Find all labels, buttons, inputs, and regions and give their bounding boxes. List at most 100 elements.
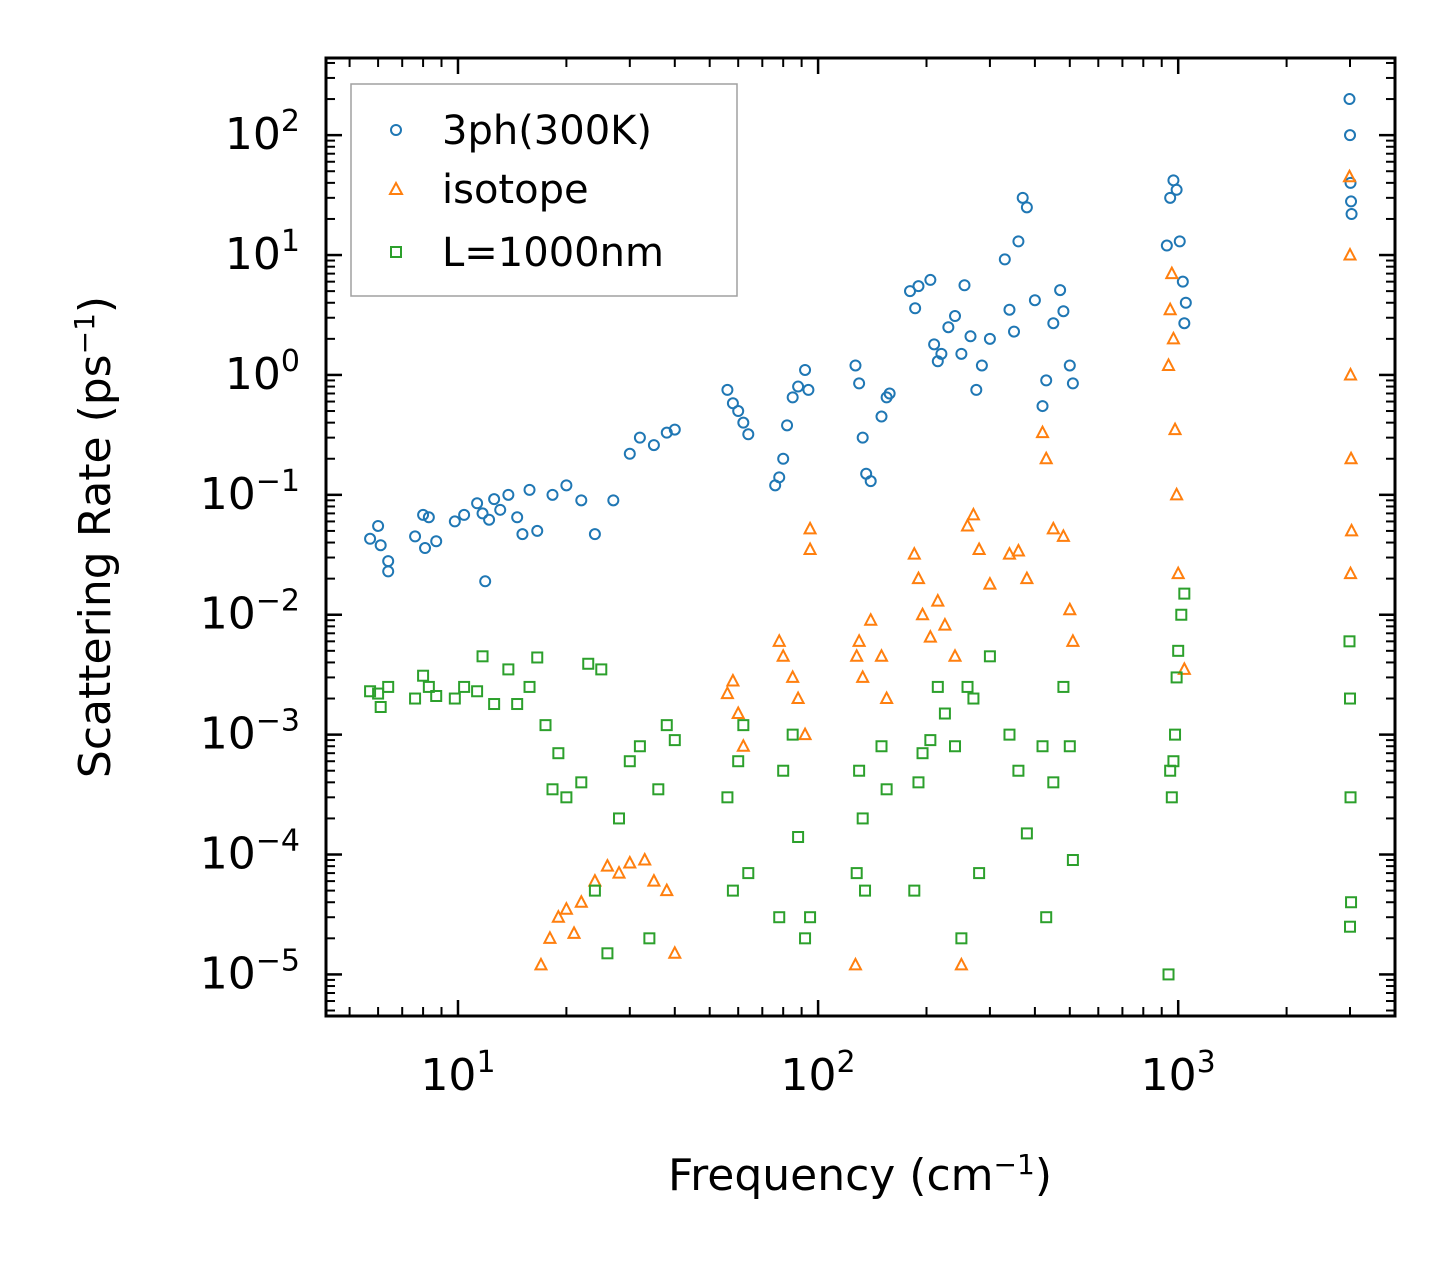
data-point xyxy=(1164,191,1177,204)
data-point xyxy=(1345,207,1358,220)
y-tick-label: 10−4 xyxy=(200,824,300,880)
data-point xyxy=(1170,183,1183,196)
plot-frame xyxy=(324,56,1397,1018)
data-point xyxy=(1020,827,1033,840)
data-point xyxy=(781,419,794,432)
data-point xyxy=(646,872,662,887)
x-tick-label: 103 xyxy=(1141,1045,1216,1101)
data-point xyxy=(907,546,922,560)
data-point xyxy=(1177,661,1192,675)
data-point xyxy=(511,511,524,524)
data-point xyxy=(777,764,790,777)
data-point xyxy=(1036,740,1049,753)
data-point xyxy=(924,734,937,747)
data-point xyxy=(566,925,582,939)
data-point xyxy=(659,882,674,897)
data-point xyxy=(633,740,646,753)
data-point xyxy=(523,680,536,693)
data-point xyxy=(1047,776,1060,789)
data-point xyxy=(516,528,529,541)
data-point xyxy=(773,471,786,484)
data-point xyxy=(883,387,896,400)
data-point xyxy=(372,687,385,700)
data-point xyxy=(471,497,484,510)
data-point xyxy=(802,541,818,556)
data-point xyxy=(611,864,627,879)
data-point xyxy=(476,650,489,663)
data-point xyxy=(374,539,387,552)
data-point xyxy=(476,507,489,520)
data-point xyxy=(372,519,385,532)
data-point xyxy=(983,650,996,663)
data-point xyxy=(859,884,872,897)
data-point xyxy=(908,884,921,897)
data-point xyxy=(998,253,1011,266)
data-point xyxy=(726,884,739,897)
legend-label-isotope: isotope xyxy=(442,167,589,213)
data-point xyxy=(417,508,430,521)
data-point xyxy=(938,707,951,720)
data-point xyxy=(479,575,492,588)
data-point xyxy=(667,945,682,959)
data-point xyxy=(725,672,741,687)
data-point xyxy=(668,423,681,436)
data-point xyxy=(1008,325,1021,338)
data-point xyxy=(1342,246,1358,261)
data-point xyxy=(1012,764,1025,777)
data-point xyxy=(374,700,387,713)
data-point xyxy=(875,740,888,753)
data-point xyxy=(1012,235,1025,248)
data-point xyxy=(1002,546,1017,560)
data-point xyxy=(668,734,681,747)
data-point xyxy=(916,747,929,760)
data-point xyxy=(382,565,395,578)
data-point xyxy=(912,280,925,293)
data-point xyxy=(1162,968,1175,981)
data-point xyxy=(448,692,461,705)
data-point xyxy=(1020,201,1033,214)
data-point xyxy=(1167,174,1180,187)
data-point xyxy=(797,726,813,741)
data-point xyxy=(802,520,818,535)
data-point xyxy=(792,380,805,393)
data-point xyxy=(1028,294,1041,307)
data-point xyxy=(539,719,552,732)
data-point xyxy=(853,764,866,777)
data-point xyxy=(607,494,620,507)
data-point xyxy=(1343,635,1356,648)
legend-label-l1000: L=1000nm xyxy=(442,230,664,276)
data-point xyxy=(721,791,734,804)
data-point xyxy=(777,452,790,465)
data-point xyxy=(546,488,559,501)
data-point xyxy=(736,738,751,752)
y-tick-label: 100 xyxy=(225,344,300,400)
data-point xyxy=(531,651,544,664)
data-point xyxy=(1063,359,1076,372)
data-point xyxy=(1066,854,1079,867)
data-point xyxy=(511,698,524,711)
data-point xyxy=(575,494,588,507)
data-point xyxy=(720,685,735,700)
data-point xyxy=(849,359,862,372)
data-point xyxy=(494,503,507,516)
data-point xyxy=(1036,400,1049,413)
data-point xyxy=(776,648,791,662)
data-point xyxy=(1344,920,1357,933)
data-point xyxy=(909,302,922,315)
data-point xyxy=(448,515,461,528)
data-point xyxy=(1167,755,1180,768)
data-point xyxy=(961,680,974,693)
data-point xyxy=(1178,587,1191,600)
data-point xyxy=(1344,129,1357,142)
data-point xyxy=(633,431,646,444)
data-point xyxy=(552,747,565,760)
data-point xyxy=(879,690,894,705)
data-point xyxy=(1057,680,1070,693)
data-point xyxy=(471,685,484,698)
x-axis-label: Frequency (cm−1) xyxy=(668,1148,1052,1201)
data-point xyxy=(502,663,515,676)
data-point xyxy=(652,783,665,796)
y-tick-label: 10−2 xyxy=(200,584,300,640)
data-point xyxy=(949,310,962,323)
data-point xyxy=(643,932,656,945)
